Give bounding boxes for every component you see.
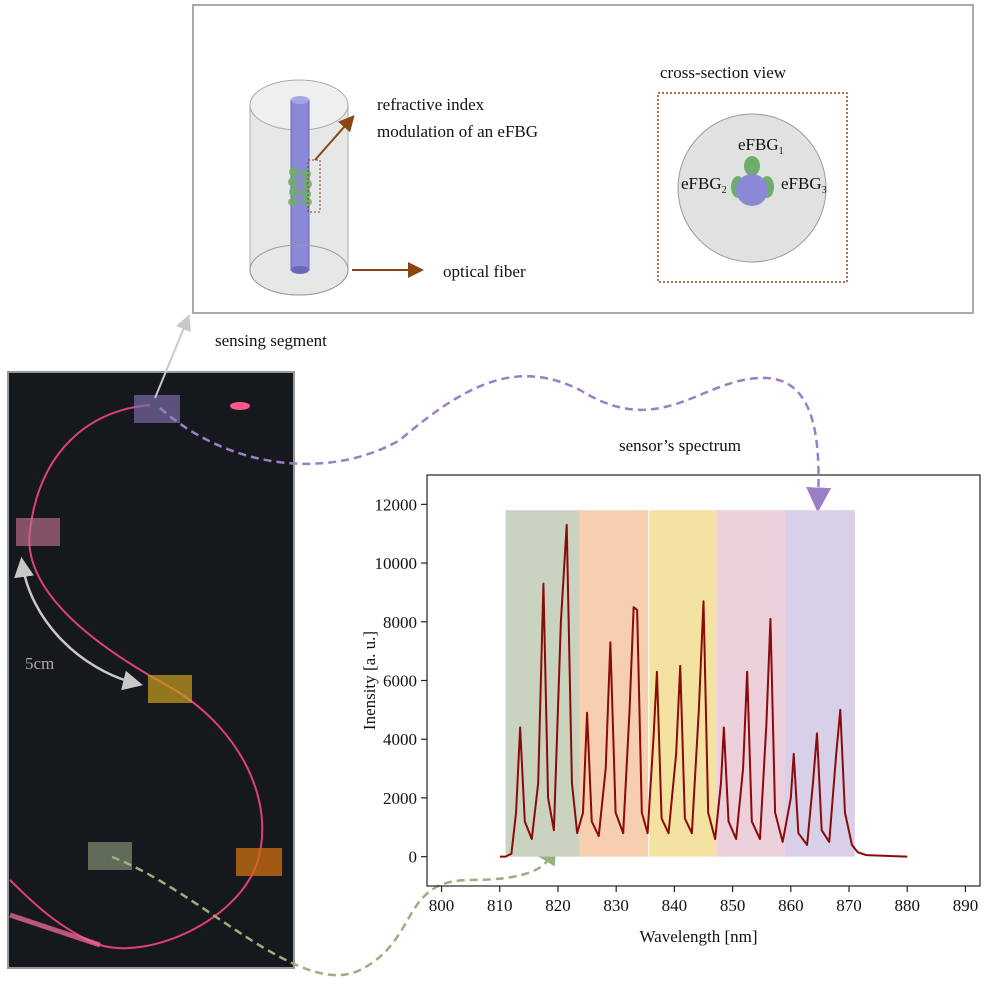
grating-name: eFBG bbox=[681, 174, 722, 193]
connector bbox=[111, 838, 557, 977]
grating-sub: 2 bbox=[722, 185, 727, 196]
annotation: refractive index bbox=[377, 95, 485, 114]
x-tick-label: 860 bbox=[778, 896, 804, 915]
y-tick-label: 12000 bbox=[375, 495, 418, 514]
x-tick-label: 810 bbox=[487, 896, 513, 915]
section-title: cross-section view bbox=[660, 63, 787, 82]
grating-name: eFBG bbox=[738, 135, 779, 154]
x-tick-label: 830 bbox=[603, 896, 629, 915]
grating-name: eFBG bbox=[781, 174, 822, 193]
segment-label: sensing segment bbox=[215, 331, 327, 350]
fiber-drawing bbox=[249, 79, 424, 296]
cross-section bbox=[657, 92, 848, 283]
x-tick-label: 820 bbox=[545, 896, 571, 915]
y-tick-label: 6000 bbox=[383, 672, 417, 691]
y-tick-label: 10000 bbox=[375, 554, 418, 573]
x-tick-label: 850 bbox=[720, 896, 746, 915]
grating-sub: 1 bbox=[779, 146, 784, 157]
connector bbox=[159, 375, 832, 513]
x-tick-label: 870 bbox=[836, 896, 862, 915]
annotation: modulation of an eFBG bbox=[377, 122, 538, 141]
grating-label: eFBG3 bbox=[781, 174, 827, 196]
x-tick-label: 840 bbox=[662, 896, 688, 915]
y-tick-label: 2000 bbox=[383, 789, 417, 808]
annotation: optical fiber bbox=[443, 262, 526, 281]
y-axis-label: Inensity [a. u.] bbox=[360, 631, 379, 730]
y-tick-label: 0 bbox=[409, 848, 418, 867]
line-series bbox=[499, 523, 908, 858]
connector bbox=[154, 314, 191, 399]
x-tick-label: 800 bbox=[429, 896, 455, 915]
grating-sub: 3 bbox=[822, 185, 827, 196]
y-tick-label: 4000 bbox=[383, 730, 417, 749]
x-tick-label: 890 bbox=[953, 896, 979, 915]
grating-label: eFBG2 bbox=[681, 174, 727, 196]
distance-label: 5cm bbox=[25, 654, 54, 673]
chart-title: sensor’s spectrum bbox=[619, 436, 741, 455]
x-axis-label: Wavelength [nm] bbox=[639, 927, 757, 946]
grating-label: eFBG1 bbox=[738, 135, 784, 157]
chart: 800 810 820 830 840 850 860 870 880 890 0 2000 4000 6… bbox=[360, 436, 981, 946]
x-tick-label: 880 bbox=[894, 896, 920, 915]
y-tick-label: 8000 bbox=[383, 613, 417, 632]
photo bbox=[7, 371, 295, 969]
